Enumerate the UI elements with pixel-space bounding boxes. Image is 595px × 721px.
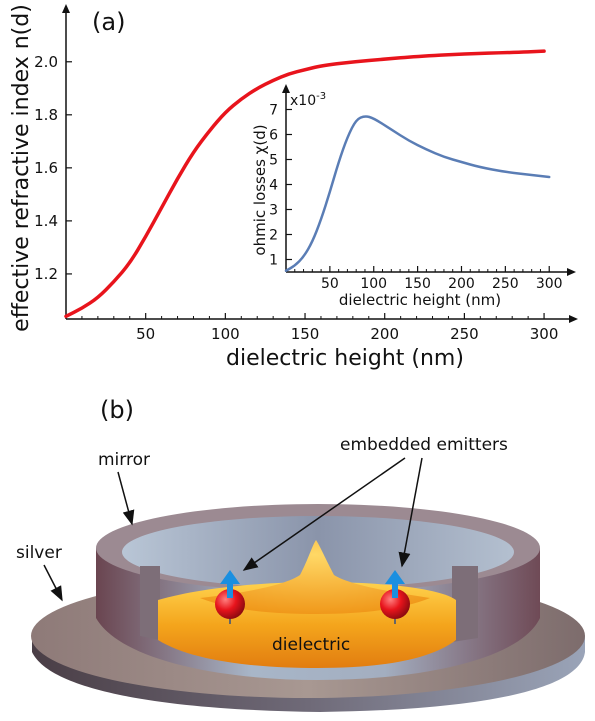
- x-tick-label: 150: [291, 325, 320, 343]
- inset-ticks: 50 100 150 200 250 300 1 2 3 4 5 6 7: [269, 103, 563, 293]
- y-tick-label: 3: [269, 203, 278, 219]
- y-tick-label: 7: [269, 103, 278, 119]
- x-tick-label: 250: [450, 325, 479, 343]
- y-tick-label: 1.6: [34, 159, 58, 177]
- inset-y-multiplier: x10-3: [290, 91, 326, 109]
- arrow-mirror: [117, 471, 135, 526]
- arrow-emitter-right: [398, 457, 423, 568]
- y-tick-label: 6: [269, 128, 278, 144]
- label-dielectric: dielectric: [272, 635, 350, 655]
- x-tick-label: 250: [492, 276, 519, 292]
- series-line: [64, 49, 546, 319]
- main-series: [64, 49, 546, 319]
- y-tick-label: 1.2: [34, 265, 58, 283]
- main-x-axis-title: dielectric height (nm): [226, 346, 464, 371]
- arrow-silver: [43, 564, 63, 602]
- arrow-emitter-left: [242, 457, 406, 571]
- x-tick-label: 100: [360, 276, 387, 292]
- label-mirror: mirror: [98, 450, 150, 470]
- mirror-cut-right: [452, 566, 478, 642]
- panel-a-label: (a): [92, 8, 125, 36]
- y-tick-label: 2.0: [34, 53, 58, 71]
- x-tick-label: 150: [404, 276, 431, 292]
- x-tick-label: 50: [136, 325, 155, 343]
- emitter-right: [380, 570, 410, 624]
- y-tick-label: 4: [269, 178, 278, 194]
- inset-x-axis-title: dielectric height (nm): [339, 291, 501, 309]
- x-axis-arrow-icon: [567, 268, 576, 276]
- y-tick-label: 1.8: [34, 106, 58, 124]
- cavity-diagram: (b) mirror silver e: [16, 396, 585, 712]
- x-tick-label: 300: [536, 276, 563, 292]
- x-axis-arrow-icon: [569, 315, 578, 323]
- x-tick-label: 200: [448, 276, 475, 292]
- x-tick-label: 300: [530, 325, 559, 343]
- y-tick-label: 1: [269, 253, 278, 269]
- y-tick-label: 1.4: [34, 212, 58, 230]
- series-line: [284, 115, 551, 272]
- x-tick-label: 50: [321, 276, 339, 292]
- x-tick-label: 200: [370, 325, 399, 343]
- x-tick-label: 100: [211, 325, 240, 343]
- inset-axes: [282, 84, 576, 276]
- inset-y-axis-title: ohmic losses χ(d): [251, 124, 269, 255]
- main-y-axis-title: effective refractive index n(d): [9, 4, 34, 332]
- mirror-cut-left: [140, 566, 160, 640]
- y-axis-arrow-icon: [282, 84, 290, 93]
- label-embedded-emitters: embedded emitters: [340, 435, 508, 455]
- y-axis-arrow-icon: [62, 4, 70, 13]
- dielectric-peak: [200, 540, 430, 614]
- panel-b-label: (b): [100, 396, 134, 424]
- inset-chart: 50 100 150 200 250 300 1 2 3 4 5 6 7 x10-3 dielectri…: [251, 84, 576, 309]
- inset-series: [284, 115, 551, 272]
- emitter-left: [215, 570, 245, 624]
- y-tick-label: 5: [269, 153, 278, 169]
- y-tick-label: 2: [269, 228, 278, 244]
- label-silver: silver: [16, 543, 62, 563]
